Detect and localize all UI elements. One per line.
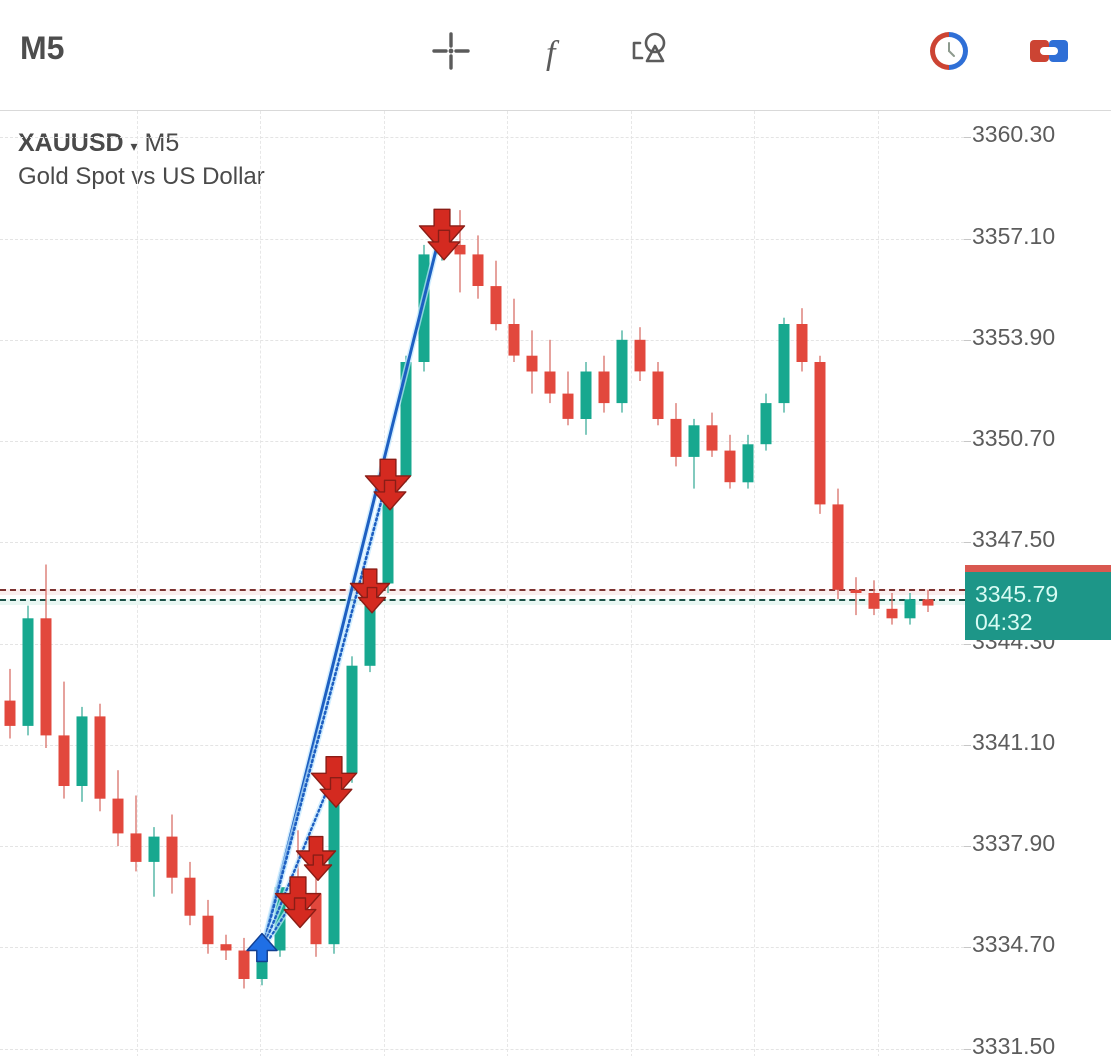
svg-text:f: f [546,35,560,72]
